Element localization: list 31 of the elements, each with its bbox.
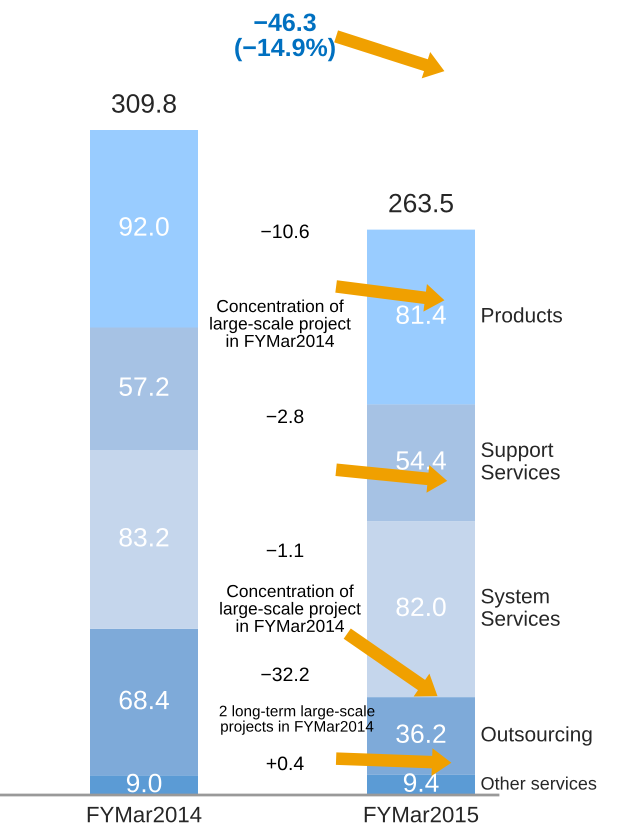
bar (90, 450, 198, 629)
series-label: Products (482, 307, 562, 323)
data-label: 68.4 (120, 690, 169, 710)
bar (90, 327, 198, 450)
annotation: 2 long-term large-scale projects in FYMar2014 (220, 705, 374, 735)
total-label: 263.5 (389, 194, 453, 212)
x-tick-label: FYMar2014 (88, 806, 202, 822)
annotation: −10.6 (261, 224, 309, 238)
annotation: Concentration of large-scale project in FYMar2014 (210, 299, 351, 348)
data-label: 81.4 (396, 305, 446, 324)
annotation: +0.4 (266, 756, 304, 770)
annotation: −1.1 (266, 544, 304, 558)
data-label: 9.0 (126, 774, 162, 792)
annotation: Concentration of large-scale project in FYMar2014 (220, 584, 361, 632)
data-label: 9.4 (404, 773, 439, 792)
data-label: 92.0 (120, 217, 169, 236)
text: −46.3 (−14.9%) (235, 13, 335, 62)
data-label: 83.2 (119, 528, 168, 547)
bar (90, 130, 198, 328)
x-tick-label: FYMar2015 (364, 806, 478, 822)
data-label: 36.2 (396, 724, 446, 744)
total-label: 309.8 (112, 94, 176, 113)
annotation: −32.2 (261, 667, 309, 682)
data-label: 82.0 (396, 598, 446, 616)
series-label: Other services (481, 776, 596, 790)
series-label: Support Services (481, 442, 560, 480)
data-label: 57.2 (119, 377, 168, 396)
series-label: System Services (481, 588, 560, 626)
data-label: 54.4 (396, 451, 446, 470)
series-label: Outsourcing (482, 726, 592, 746)
annotation: −2.8 (266, 409, 304, 424)
